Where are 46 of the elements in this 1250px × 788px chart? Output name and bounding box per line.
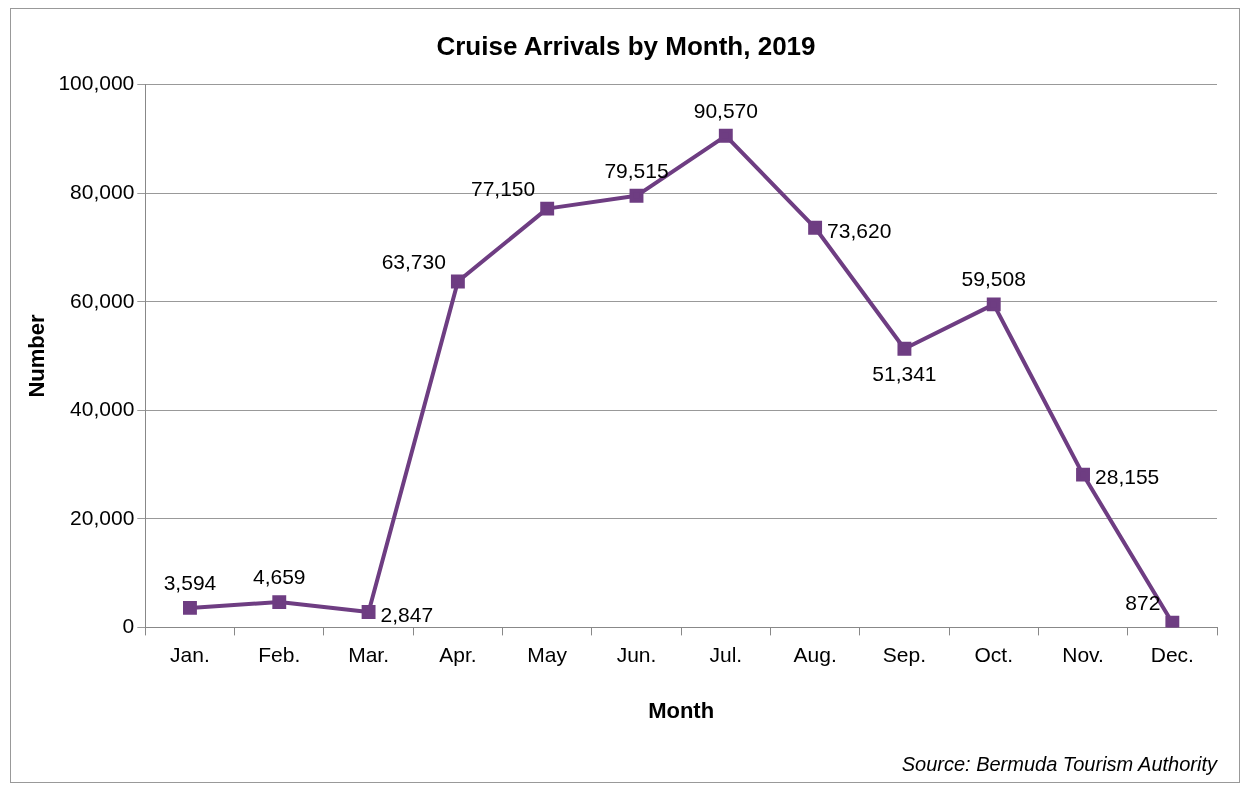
- data-label: 51,341: [872, 361, 937, 385]
- y-tick-label: 0: [122, 614, 135, 638]
- point: [1165, 615, 1180, 628]
- x-tick-label: Sep.: [882, 642, 927, 666]
- data-label: 90,570: [693, 98, 758, 122]
- data-label: 79,515: [604, 158, 669, 182]
- x-tick-label: Jul.: [709, 642, 743, 666]
- data-label: 28,155: [1095, 465, 1160, 489]
- x-tick-label: Jun.: [616, 642, 657, 666]
- y-tick-label: 40,000: [70, 397, 135, 421]
- data-label: 73,620: [827, 218, 892, 242]
- x-tick-label: Aug.: [793, 642, 837, 666]
- data-label: 872: [1125, 591, 1161, 615]
- point: [361, 605, 376, 619]
- x-tick-label: Oct.: [974, 642, 1013, 666]
- x-tick-label: Mar.: [348, 642, 389, 666]
- y-tick-label: 60,000: [70, 288, 135, 312]
- y-tick-label: 100,000: [58, 71, 135, 95]
- point: [540, 201, 555, 216]
- x-tick-label: Feb.: [258, 642, 301, 666]
- source-note: Source: Bermuda Tourism Authority: [901, 753, 1217, 776]
- point: [897, 341, 912, 356]
- point: [808, 220, 823, 235]
- y-axis-title: Number: [24, 314, 50, 398]
- data-label: 2,847: [380, 602, 434, 626]
- y-tick-label: 80,000: [70, 179, 135, 203]
- point: [183, 600, 197, 615]
- x-tick-label: May: [527, 642, 568, 666]
- y-tick-label: 20,000: [70, 505, 135, 529]
- data-label: 63,730: [381, 250, 446, 274]
- data-label: 59,508: [961, 267, 1026, 291]
- point: [450, 274, 465, 289]
- point: [272, 595, 287, 610]
- point: [718, 128, 733, 143]
- x-tick-label: Dec.: [1150, 642, 1194, 666]
- x-tick-label: Jan.: [170, 642, 210, 666]
- data-label: 4,659: [252, 564, 306, 588]
- x-tick-label: Apr.: [439, 642, 477, 666]
- point: [1076, 467, 1090, 482]
- chart-title: Cruise Arrivals by Month, 2019: [435, 31, 817, 62]
- point: [986, 297, 1001, 312]
- x-tick-label: Nov.: [1062, 642, 1104, 666]
- point: [629, 188, 644, 203]
- data-label: 77,150: [470, 177, 536, 201]
- data-label: 3,594: [163, 570, 217, 594]
- x-axis-title: Month: [648, 697, 715, 723]
